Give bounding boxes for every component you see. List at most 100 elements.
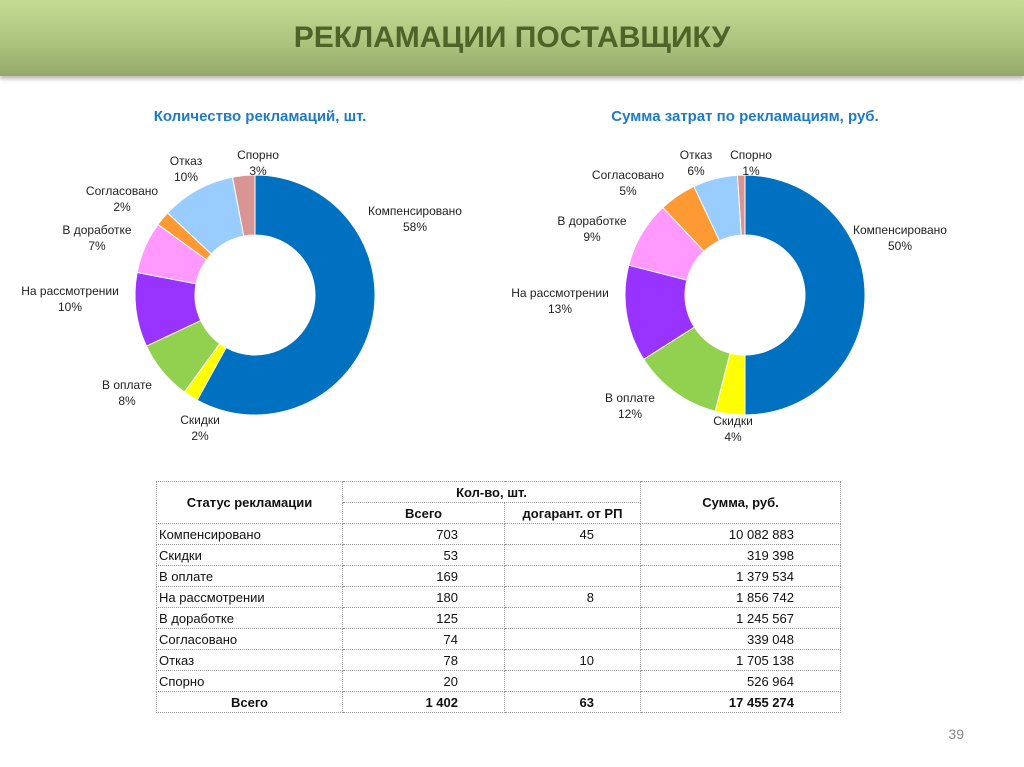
slice-label: Согласовано 5% [592,167,664,199]
slice-percent: 7% [88,239,106,253]
slice-label: В доработке 9% [557,213,626,245]
cell-total: 180 [342,586,505,608]
table-row: Компенсировано 703 45 10 082 883 [156,523,841,545]
cell-sum: 319 398 [640,544,841,566]
cell-total: 53 [342,544,505,566]
slice-category: Компенсировано [368,204,462,218]
cell-warranty: 63 [504,691,641,713]
slice-percent: 2% [191,429,209,443]
slice-category: В оплате [605,391,655,405]
donut-slice [196,174,376,416]
claims-table: Статус рекламации Кол-во, шт. Сумма, руб. … [156,481,841,713]
slice-category: Отказ [679,148,713,162]
slice-percent: 4% [724,430,742,444]
slice-category: На рассмотрении [511,286,609,300]
cell-status: Скидки [156,544,343,566]
slice-label: На рассмотрении 13% [511,285,609,317]
cell-warranty: 8 [504,586,641,608]
cell-status: В оплате [156,565,343,587]
cell-total: 703 [342,523,505,545]
slice-label: Спорно 3% [237,147,279,179]
cell-sum: 1 245 567 [640,607,841,629]
table-row: На рассмотрении 180 8 1 856 742 [156,586,841,608]
table-row: В оплате 169 1 379 534 [156,565,841,587]
header-status: Статус рекламации [156,481,343,524]
slice-percent: 12% [617,407,643,421]
slice-percent: 1% [742,164,760,178]
cell-warranty: 10 [504,649,641,671]
chart-title-count: Количество рекламаций, шт. [153,108,367,125]
table-total-row: Всего 1 402 63 17 455 274 [156,691,841,713]
cell-total: 20 [342,670,505,692]
slice-category: Согласовано [85,184,159,198]
slice-percent: 2% [113,200,131,214]
slice-label: На рассмотрении 10% [21,283,119,315]
cell-status: В доработке [156,607,343,629]
slice-category: В доработке [557,214,627,228]
slide-title: РЕКЛАМАЦИИ ПОСТАВЩИКУ [293,21,731,54]
donut-slice [231,174,256,237]
slice-category: Скидки [180,413,220,427]
cell-sum: 1 705 138 [640,649,841,671]
cell-status: Спорно [156,670,343,692]
slice-percent: 8% [118,394,136,408]
cell-warranty [504,670,641,692]
slice-label: Компенсировано 50% [853,222,948,254]
cell-total: 74 [342,628,505,650]
cell-total: 78 [342,649,505,671]
chart-title-sum: Сумма затрат по рекламациям, руб. [611,108,879,125]
cell-status: Всего [156,691,343,713]
donut-charts [134,174,866,416]
cell-sum: 339 048 [640,628,841,650]
slice-label: В оплате 8% [102,377,152,409]
cell-warranty [504,565,641,587]
cell-sum: 17 455 274 [640,691,841,713]
slide-header: РЕКЛАМАЦИИ ПОСТАВЩИКУ [0,0,1024,76]
table-row: В доработке 125 1 245 567 [156,607,841,629]
cell-status: Согласовано [156,628,343,650]
slice-percent: 6% [687,164,705,178]
slice-label: В оплате 12% [605,390,655,422]
cell-warranty [504,544,641,566]
slice-category: Отказ [169,154,203,168]
slice-percent: 13% [547,302,573,316]
slice-category: Скидки [713,414,753,428]
slice-category: Спорно [237,148,279,162]
slice-label: Скидки 4% [713,413,753,445]
slice-category: Компенсировано [853,223,947,237]
cell-sum: 1 379 534 [640,565,841,587]
table-row: Скидки 53 319 398 [156,544,841,566]
cell-sum: 1 856 742 [640,586,841,608]
cell-status: На рассмотрении [156,586,343,608]
cell-sum: 10 082 883 [640,523,841,545]
slice-percent: 5% [619,184,637,198]
slice-category: Спорно [730,148,772,162]
header-warranty: догарант. от РП [504,502,641,524]
slice-label: Спорно 1% [730,147,772,179]
header-sum: Сумма, руб. [640,481,841,524]
cell-total: 125 [342,607,505,629]
slice-percent: 10% [173,170,199,184]
cell-total: 169 [342,565,505,587]
header-total: Всего [342,502,505,524]
slice-label: Отказ 6% [680,147,712,179]
cell-total: 1 402 [342,691,505,713]
cell-status: Отказ [156,649,343,671]
slice-percent: 10% [57,300,83,314]
slice-category: В оплате [102,378,152,392]
slice-label: Отказ 10% [170,153,202,185]
slice-label: В доработке 7% [62,222,131,254]
donut-slice [736,174,746,236]
cell-sum: 526 964 [640,670,841,692]
slice-percent: 9% [583,230,601,244]
slice-category: В доработке [62,223,132,237]
slice-percent: 50% [887,239,913,253]
table-row: Спорно 20 526 964 [156,670,841,692]
table-row: Отказ 78 10 1 705 138 [156,649,841,671]
slice-label: Компенсировано 58% [368,203,463,235]
slice-label: Скидки 2% [180,412,220,444]
header-qty: Кол-во, шт. [342,481,641,503]
cell-warranty [504,628,641,650]
slice-category: На рассмотрении [21,284,119,298]
cell-warranty: 45 [504,523,641,545]
